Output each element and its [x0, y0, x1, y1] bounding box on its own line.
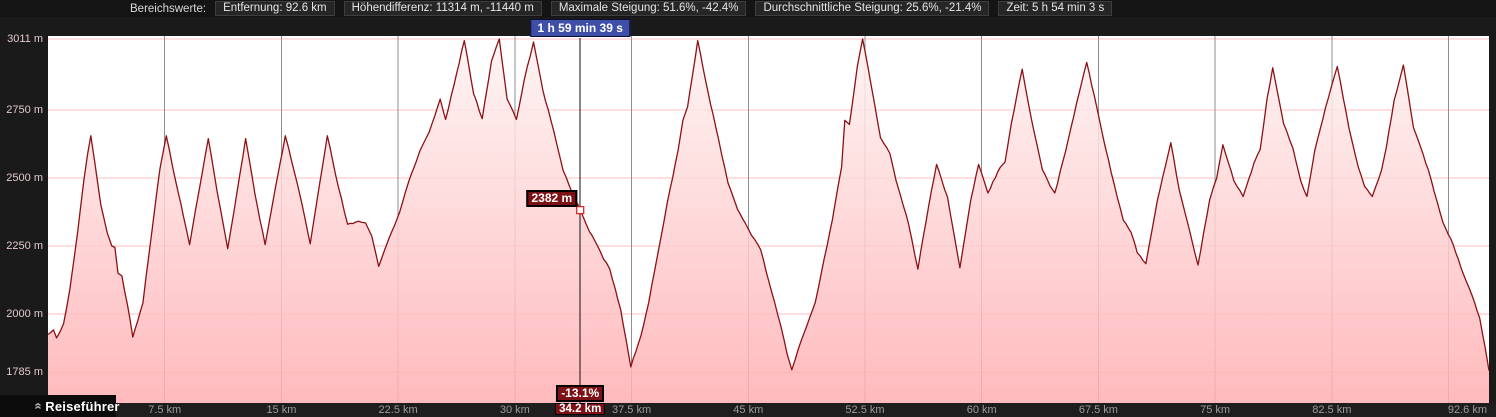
cursor-time-tooltip: 1 h 59 min 39 s: [530, 19, 630, 37]
x-axis-label: 92.6 km: [1447, 404, 1487, 416]
x-axis-label: 60 km: [966, 404, 997, 416]
y-axis-label: 2750 m: [6, 103, 43, 116]
stat-durchschnittliche-steigung: Durchschnittliche Steigung: 25.6%, -21.4…: [755, 1, 990, 16]
y-axis-label: 2500 m: [6, 171, 43, 184]
x-axis-label: 30 km: [499, 404, 530, 416]
cursor-gradient-label: -13.1%: [556, 385, 605, 402]
elevation-chart[interactable]: [48, 36, 1489, 403]
y-axis-label: 3011 m: [7, 33, 43, 45]
x-axis-label: 82.5 km: [1312, 404, 1352, 416]
y-axis-label: 1785 m: [6, 366, 43, 379]
x-axis-label: 45 km: [733, 404, 764, 416]
stat-zeit: Zeit: 5 h 54 min 3 s: [998, 1, 1113, 16]
y-axis-label: 2000 m: [6, 307, 43, 320]
cursor-distance-label: 34.2 km: [555, 403, 606, 415]
x-axis-label: 37.5 km: [611, 404, 652, 416]
x-axis-label: 52.5 km: [845, 404, 885, 416]
cursor-elevation-label: 2382 m: [526, 190, 578, 208]
x-axis-label: 7.5 km: [148, 404, 182, 416]
x-axis-label: 22.5 km: [378, 404, 418, 416]
stat-entfernung: Entfernung: 92.6 km: [215, 1, 335, 16]
cursor-point-marker: [576, 205, 585, 215]
reisefuehrer-label: Reiseführer: [45, 398, 120, 414]
x-axis-label: 67.5 km: [1078, 404, 1118, 416]
stat-hoehendifferenz: Höhendifferenz: 11314 m, -11440 m: [343, 1, 542, 16]
x-axis-label: 15 km: [266, 404, 297, 416]
y-axis-label: 2250 m: [6, 239, 43, 252]
stat-maximale-steigung: Maximale Steigung: 51.6%, -42.4%: [550, 1, 747, 16]
x-axis-label: 75 km: [1200, 404, 1231, 416]
elevation-line: [48, 38, 1489, 371]
stats-bar: Bereichswerte: Entfernung: 92.6 km Höhend…: [0, 0, 1496, 17]
chevron-double-up-icon: »: [29, 402, 45, 410]
stats-section-label: Bereichswerte:: [130, 2, 207, 15]
reisefuehrer-button[interactable]: » Reiseführer: [0, 395, 120, 417]
elevation-area: [48, 39, 1489, 403]
x-axis-strip: 7.5 km 15 km 22.5 km 30 km 37.5 km 45 km 52.5 …: [0, 403, 1496, 417]
